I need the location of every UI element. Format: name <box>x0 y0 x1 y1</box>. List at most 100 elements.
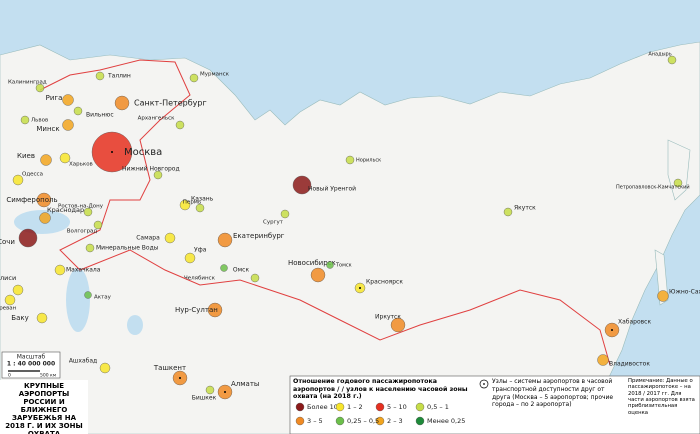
legend-swatch <box>415 402 425 412</box>
airport <box>667 55 677 65</box>
airport-label: Харьков <box>69 162 93 168</box>
caspian-sea <box>66 268 90 332</box>
airport-label: Казань <box>191 196 214 203</box>
node-dot <box>179 377 181 379</box>
airport <box>153 170 163 180</box>
airport-label: Махачкала <box>66 267 101 274</box>
airport <box>40 154 52 166</box>
airport-label: Якутск <box>514 205 536 212</box>
airport-label: Калининград <box>8 80 47 86</box>
airport <box>85 243 95 253</box>
airport <box>217 232 233 248</box>
legend-swatch <box>335 416 345 426</box>
airport-label: Ереван <box>0 306 17 312</box>
airport <box>390 317 406 333</box>
airport <box>36 192 52 208</box>
airport <box>326 261 334 269</box>
airport <box>73 106 83 116</box>
airport-label: Мурманск <box>200 72 230 78</box>
airport-label: Рига <box>46 94 63 102</box>
legend-swatch <box>295 416 305 426</box>
airport-label: Баку <box>11 314 28 322</box>
airport-label: Нур-Султан <box>175 306 218 314</box>
scale-label: Масштаб <box>17 354 46 361</box>
node-dot <box>224 391 226 393</box>
legend-title: Отношение годового пассажиропотока аэроп… <box>293 378 468 400</box>
legend-title-wrap: Отношение годового пассажиропотока аэроп… <box>293 378 468 400</box>
airport-label: Львов <box>31 118 48 124</box>
zone-border <box>39 59 611 366</box>
airport-label: Бишкек <box>192 395 217 402</box>
airport <box>36 312 48 324</box>
airport-label: Хабаровск <box>618 319 651 326</box>
land <box>0 41 700 434</box>
airport-label: Киев <box>17 152 35 160</box>
node-dot <box>483 383 485 385</box>
kamchatka <box>667 139 691 201</box>
node-note-wrap: Узлы – системы аэропортов в часовой тран… <box>492 378 614 409</box>
airport-label: Алматы <box>231 380 259 388</box>
airport-label: Новый Уренгой <box>308 186 356 193</box>
airport <box>35 83 45 93</box>
legend-label: 5 – 10 <box>387 403 407 411</box>
airport <box>12 284 24 296</box>
airport-label: Тбилиси <box>0 274 16 282</box>
title-wrap: КРУПНЫЕ АЭРОПОРТЫ РОССИИ И БЛИЖНЕГО ЗАРУ… <box>5 382 83 434</box>
airport-label: Анадырь <box>648 52 671 58</box>
node-dot <box>611 329 613 331</box>
legend-swatch <box>375 416 385 426</box>
legend-swatch <box>375 402 385 412</box>
legend-label: 2 – 3 <box>387 417 403 425</box>
airport <box>195 203 205 213</box>
airport-label: Самара <box>136 235 160 242</box>
airport <box>62 94 74 106</box>
airport <box>164 232 176 244</box>
legend-swatch <box>335 402 345 412</box>
airport <box>39 212 51 224</box>
airport-label: Одесса <box>22 172 43 178</box>
airport <box>250 273 260 283</box>
airport-label: Ташкент <box>153 364 186 372</box>
airport-label: Сургут <box>263 220 284 226</box>
airport <box>184 252 196 264</box>
airport <box>175 120 185 130</box>
airport <box>20 115 30 125</box>
aral-sea <box>127 315 143 335</box>
airport-label: Нижний Новгород <box>122 166 180 173</box>
airport-label: Сочи <box>0 238 15 246</box>
airport-label: Ростов-на-Дону <box>58 204 104 210</box>
scale-start: 0 <box>8 373 11 379</box>
airport <box>657 290 669 302</box>
airport-label: Новосибирск <box>288 259 336 267</box>
airport <box>179 199 191 211</box>
legend-label: 3 – 5 <box>307 417 323 425</box>
airport-label: Южно-Сахалинск <box>669 289 700 296</box>
airport-label: Норильск <box>356 158 381 164</box>
airport-label: Симферополь <box>6 196 57 204</box>
airport <box>12 174 24 186</box>
airport-label: Пермь <box>183 200 201 206</box>
airport <box>220 264 228 272</box>
airport <box>597 354 609 366</box>
airport-label: Архангельск <box>138 116 176 122</box>
airport-label: Актау <box>94 295 112 301</box>
airport <box>18 228 38 248</box>
airport <box>93 220 103 230</box>
airport <box>310 267 326 283</box>
legend-label: Более 10 <box>307 403 338 411</box>
airport-label: Москва <box>124 147 162 158</box>
airport <box>189 73 199 83</box>
airport-label: Омск <box>233 267 250 274</box>
airport-label: Петропавловск-Камчатский <box>616 184 690 191</box>
airport <box>54 264 66 276</box>
node-note: Узлы – системы аэропортов в часовой тран… <box>492 378 614 409</box>
node-dot <box>111 151 113 153</box>
airport <box>95 71 105 81</box>
airport-label: Минск <box>36 125 59 133</box>
airport-label: Уфа <box>194 247 207 254</box>
airport <box>83 207 93 217</box>
airport-label: Челябинск <box>184 276 216 282</box>
legend-box <box>289 375 700 434</box>
note: Примечание: Данные о пассажиропотоке – н… <box>628 378 695 416</box>
